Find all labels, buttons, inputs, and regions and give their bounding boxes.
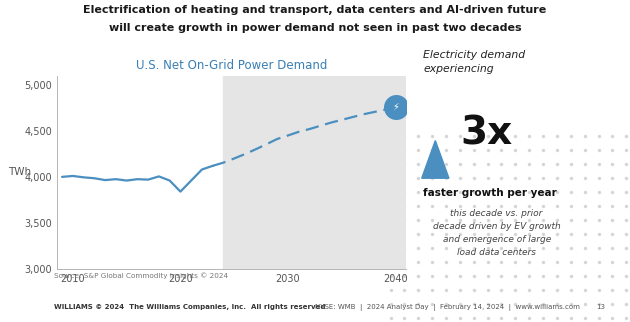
Text: Source: S&P Global Commodity Insights © 2024: Source: S&P Global Commodity Insights © … [54, 272, 227, 279]
Text: Electrification of heating and transport, data centers and AI-driven future: Electrification of heating and transport… [83, 5, 547, 15]
Title: U.S. Net On-Grid Power Demand: U.S. Net On-Grid Power Demand [136, 59, 327, 72]
Text: NYSE: WMB  |  2024 Analyst Day  |  February 14, 2024  |  www.williams.com: NYSE: WMB | 2024 Analyst Day | February … [315, 304, 580, 311]
Text: faster growth per year: faster growth per year [423, 188, 557, 198]
Text: 13: 13 [596, 304, 605, 310]
Text: WILLIAMS © 2024  The Williams Companies, Inc.  All rights reserved: WILLIAMS © 2024 The Williams Companies, … [54, 304, 325, 310]
Text: this decade vs. prior
decade driven by EV growth
and emergence of large
load dat: this decade vs. prior decade driven by E… [433, 209, 561, 257]
Polygon shape [421, 140, 449, 178]
Text: Electricity demand
experiencing: Electricity demand experiencing [423, 50, 525, 74]
Text: will create growth in power demand not seen in past two decades: will create growth in power demand not s… [109, 23, 521, 33]
Bar [224, 76, 406, 269]
Text: ⚡: ⚡ [392, 102, 399, 112]
Y-axis label: TWh: TWh [8, 167, 32, 177]
Text: 3x: 3x [460, 115, 512, 153]
